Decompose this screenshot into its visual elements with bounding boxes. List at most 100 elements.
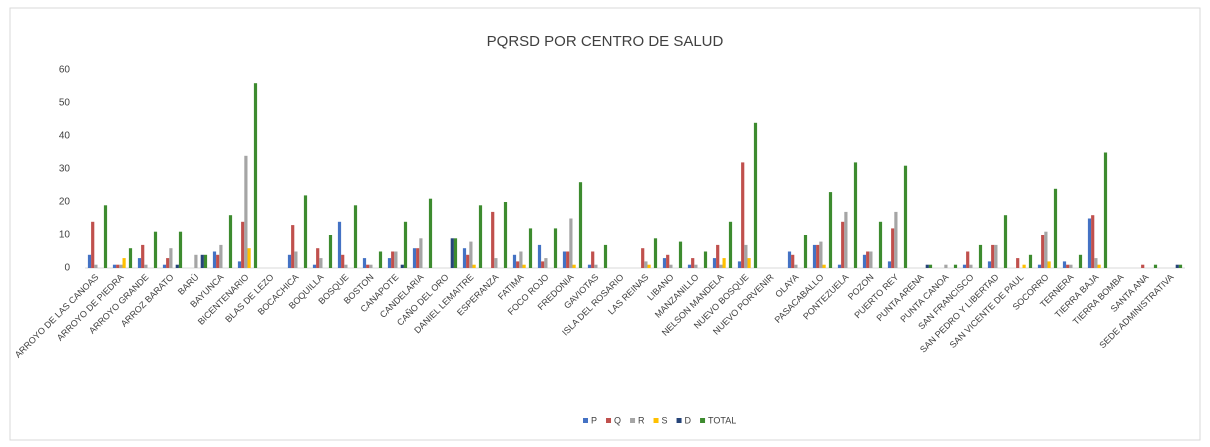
bar [841,221,845,268]
bar [491,211,495,268]
bar [494,258,498,268]
bar [816,244,820,268]
legend-swatch [583,418,588,423]
bar [378,251,383,268]
bar [412,248,417,268]
bar [303,195,308,268]
legend-swatch [653,418,659,423]
bar [316,248,320,268]
bar [478,205,483,268]
bar [87,254,92,268]
bar [1094,258,1098,268]
bar [544,258,548,268]
bar [703,251,708,268]
bar [944,264,948,268]
bar [687,264,692,268]
bar [137,258,142,268]
bar [428,198,433,268]
bar [1003,215,1008,268]
bar [866,251,870,268]
bar [516,261,520,268]
bar [319,258,323,268]
bar [572,264,576,268]
bar [391,251,395,268]
bar [175,264,179,268]
bar [119,264,123,268]
legend-label: D [685,415,692,425]
legend-swatch [676,418,682,423]
bar [719,264,723,268]
bar [803,235,808,268]
bar [341,254,345,268]
bar [987,261,992,268]
bar [1037,264,1042,268]
bar [194,254,198,268]
y-tick-label: 20 [59,197,71,208]
bar [1022,264,1026,268]
bar [1069,264,1073,268]
legend-label: TOTAL [708,415,736,425]
bar [678,241,683,268]
bar [469,241,473,268]
bar [366,264,370,268]
bar [253,83,258,268]
y-tick-label: 10 [59,230,71,241]
bar [969,264,973,268]
bar [419,238,423,268]
bar [587,264,592,268]
bar [1141,264,1145,268]
bar [1062,261,1067,268]
bar [1153,264,1158,268]
bar [178,231,183,268]
bar [353,205,358,268]
bar [1044,231,1048,268]
bar [328,235,333,268]
bar [862,254,867,268]
y-tick-label: 30 [59,164,71,175]
bar [237,261,242,268]
bar [128,248,133,268]
bar [1053,188,1058,268]
bar [216,254,220,268]
bar [541,261,545,268]
bar [141,244,145,268]
bar [653,238,658,268]
bar [562,251,567,268]
bar [666,254,670,268]
legend-label: Q [614,415,621,425]
bar [103,205,108,268]
bar [712,258,717,268]
bar [1066,264,1070,268]
bar [369,264,373,268]
legend-label: S [662,415,668,425]
bar [450,238,454,268]
bar [287,254,292,268]
bar [453,238,458,268]
bar [1041,235,1045,268]
legend-label: R [638,415,645,425]
bar [466,254,470,268]
bar [578,182,583,268]
bar [1047,261,1051,268]
chart-title: PQRSD POR CENTRO DE SALUD [487,33,724,50]
y-tick-label: 50 [59,98,71,109]
bar [869,251,873,268]
bar [1103,152,1108,268]
bar [1028,254,1033,268]
bar [403,221,408,268]
bar [553,228,558,268]
bar [144,264,148,268]
bar [519,251,523,268]
bar [878,221,883,268]
bar [928,264,933,268]
bar [1097,264,1101,268]
bar [462,248,467,268]
bar [591,251,595,268]
bar [116,264,120,268]
bar [122,258,126,268]
bar [400,264,404,268]
bar [822,264,826,268]
bar [644,261,648,268]
bar [1175,264,1179,268]
bar [753,122,758,268]
